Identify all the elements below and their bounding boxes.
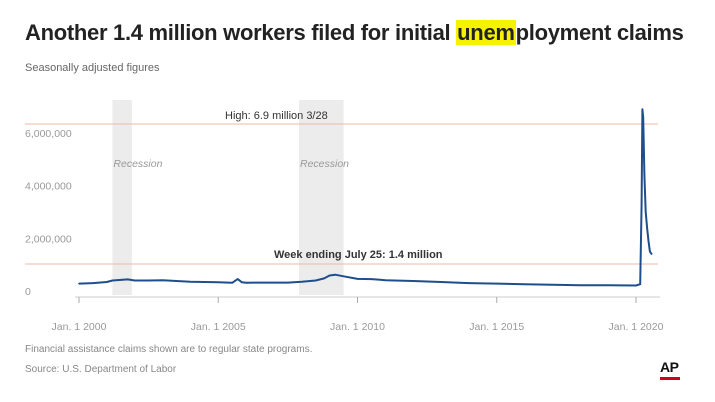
claims-data-point bbox=[161, 279, 164, 282]
claims-data-point bbox=[231, 282, 233, 284]
claims-data-point bbox=[189, 281, 192, 283]
ap-logo-bar bbox=[660, 377, 680, 380]
claims-data-point bbox=[496, 282, 498, 285]
claims-data-point bbox=[649, 250, 651, 253]
recession-label: Recession bbox=[113, 158, 162, 170]
x-tick-label: Jan. 1 2010 bbox=[330, 321, 385, 333]
claims-data-point bbox=[175, 280, 178, 282]
claims-data-point bbox=[412, 280, 415, 282]
claims-data-point bbox=[384, 279, 387, 282]
x-tick-label: Jan. 1 2000 bbox=[52, 321, 107, 333]
claims-data-point bbox=[370, 278, 373, 280]
claims-data-point bbox=[642, 116, 644, 118]
title-text-before: Another 1.4 million workers filed for in… bbox=[25, 20, 457, 45]
chart-subtitle: Seasonally adjusted figures bbox=[25, 62, 160, 74]
ap-logo: AP bbox=[660, 359, 684, 380]
claims-data-point bbox=[241, 281, 243, 284]
claims-data-point bbox=[440, 281, 442, 283]
claims-data-point bbox=[644, 211, 647, 213]
claims-data-point bbox=[650, 253, 653, 255]
footnote: Financial assistance claims shown are to… bbox=[25, 344, 313, 355]
claims-data-point bbox=[640, 203, 643, 205]
claims-data-point bbox=[646, 227, 648, 229]
y-tick-label: 0 bbox=[25, 286, 31, 298]
claims-data-point bbox=[523, 283, 526, 286]
claims-data-point bbox=[78, 282, 80, 285]
claims-data-point bbox=[342, 275, 345, 278]
claims-data-point bbox=[579, 284, 582, 287]
claims-data-point bbox=[273, 281, 275, 284]
claims-data-point bbox=[301, 281, 303, 283]
y-tick-label: 6,000,000 bbox=[25, 128, 72, 140]
recession-label: Recession bbox=[300, 158, 349, 170]
high-annotation: High: 6.9 million 3/28 bbox=[225, 110, 328, 122]
claims-data-point bbox=[468, 282, 470, 284]
x-tick-label: Jan. 1 2020 bbox=[609, 321, 664, 333]
claims-data-point bbox=[641, 108, 644, 111]
claims-data-point bbox=[639, 283, 641, 286]
claims-data-point bbox=[111, 279, 114, 282]
claims-data-point bbox=[551, 283, 554, 286]
claims-data-point bbox=[147, 279, 150, 282]
claims-data-point bbox=[203, 281, 206, 283]
claims-data-point bbox=[643, 174, 646, 176]
claims-data-point bbox=[356, 278, 359, 280]
title-highlight: unem bbox=[456, 20, 516, 45]
claims-data-point bbox=[259, 281, 261, 284]
claims-data-point bbox=[323, 277, 325, 280]
claims-data-point bbox=[647, 240, 650, 242]
claims-data-point bbox=[92, 282, 94, 284]
claims-data-point bbox=[314, 279, 317, 282]
claims-data-point bbox=[635, 284, 637, 287]
claims-data-point bbox=[106, 281, 108, 283]
claims-data-point bbox=[236, 278, 239, 280]
recession-band bbox=[299, 100, 344, 295]
recession-band bbox=[112, 100, 132, 295]
claims-data-point bbox=[287, 281, 289, 284]
claims-data-point bbox=[126, 278, 129, 281]
chart-title: Another 1.4 million workers filed for in… bbox=[25, 20, 684, 46]
ap-logo-text: AP bbox=[660, 359, 679, 375]
x-tick-label: Jan. 1 2005 bbox=[191, 321, 246, 333]
claims-data-point bbox=[133, 279, 136, 282]
claims-data-point bbox=[245, 282, 247, 284]
x-tick-label: Jan. 1 2015 bbox=[469, 321, 524, 333]
latest-annotation: Week ending July 25: 1.4 million bbox=[274, 249, 443, 261]
y-tick-label: 4,000,000 bbox=[25, 181, 72, 193]
claims-data-point bbox=[328, 274, 331, 277]
claims-data-point bbox=[217, 281, 220, 284]
title-text-after: ployment claims bbox=[515, 20, 684, 45]
source-note: Source: U.S. Department of Labor bbox=[25, 364, 177, 375]
claims-data-point bbox=[120, 279, 122, 281]
claims-series-line bbox=[78, 108, 653, 287]
claims-data-point bbox=[334, 273, 337, 276]
y-tick-label: 2,000,000 bbox=[25, 233, 72, 245]
claims-data-point bbox=[607, 284, 609, 287]
